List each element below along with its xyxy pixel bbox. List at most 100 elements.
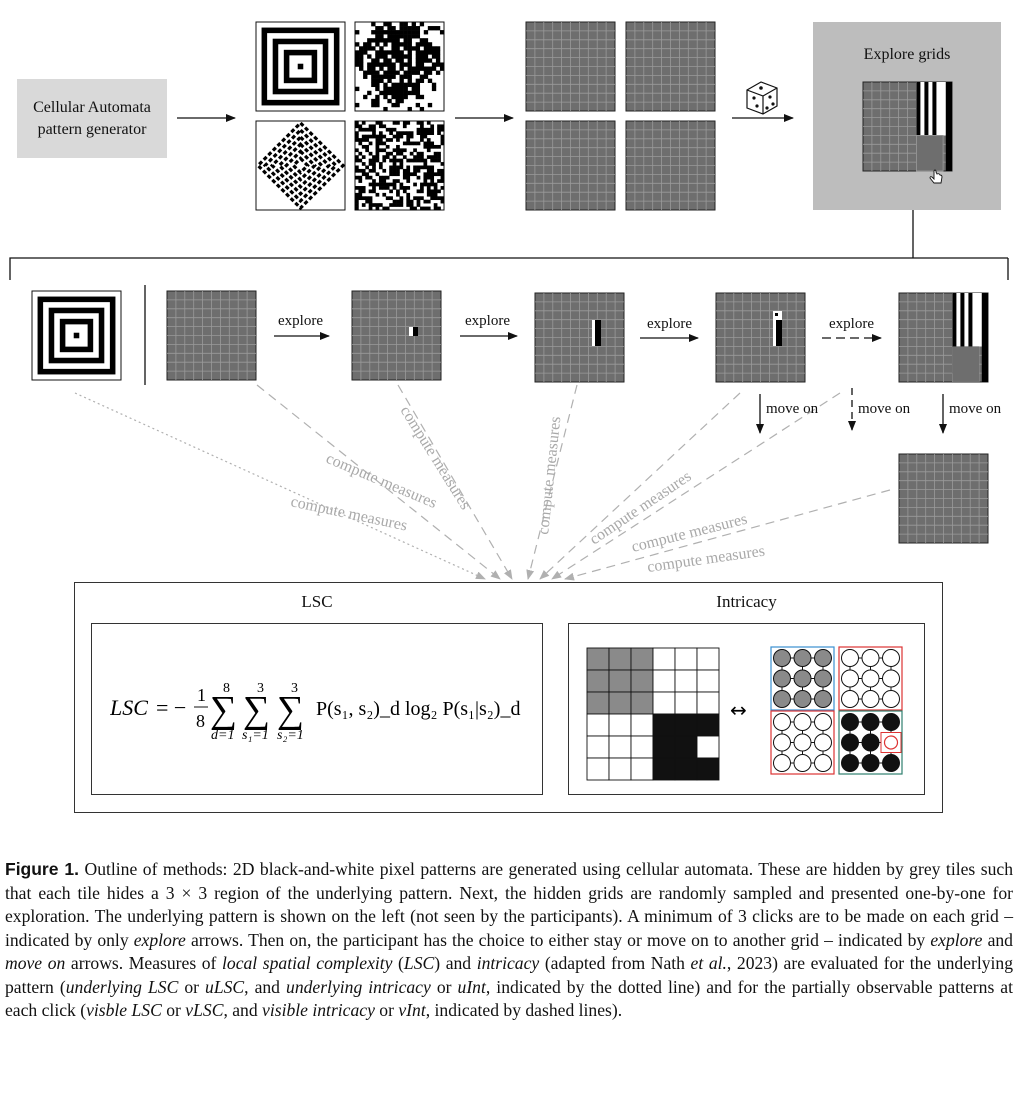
intricacy-cell [696,691,720,715]
intricacy-cell [586,647,610,671]
intricacy-cell [674,713,698,737]
generator-label-line2: pattern generator [37,120,147,138]
intricacy-illustration: ↔ [586,646,903,781]
intricacy-panel [568,623,925,795]
intricacy-cell [696,735,720,759]
sum3-top: 3 [291,681,298,696]
compute-label-2: compute measures [289,493,409,534]
intricacy-cell [630,735,654,759]
explore-panel-grid [862,81,953,172]
ca-pattern-noise [354,120,445,211]
node-cluster-white-top [838,646,903,711]
move-on-label-3: move on [949,401,1002,417]
methods-diagram: compute measures compute measures comput… [9,21,1009,581]
intricacy-cell [586,691,610,715]
row-bracket [9,210,1009,280]
measure-line-6 [564,489,891,581]
grid-step-1 [351,290,442,381]
intricacy-cell [674,647,698,671]
intricacy-cell [674,757,698,781]
explore-grids-title: Explore grids [863,46,951,63]
sum2-bot: s₁=1 [242,728,269,743]
sum1-top: 8 [223,681,230,696]
explore-label-2: explore [465,313,510,329]
measures-box [74,582,943,813]
node-cluster-black [838,710,903,775]
intricacy-cell [652,757,676,781]
svg-text:∑: ∑ [243,689,270,731]
node-cluster-white-bottom [770,710,835,775]
sum3-bot: s₂=1 [277,728,304,743]
grid-step-0 [166,290,257,381]
measure-line-2 [397,384,513,580]
dice-icon [746,81,778,115]
intricacy-cell [608,669,632,693]
revealed-strip [916,82,952,172]
intricacy-cell [630,713,654,737]
intricacy-cell [652,713,676,737]
formula-lhs: LSC [110,695,148,720]
intricacy-cell [630,757,654,781]
intricacy-cell [652,669,676,693]
move-on-label-1: move on [766,401,819,417]
svg-text:∑: ∑ [277,689,304,731]
measure-line-1 [256,384,501,580]
grid-step-2 [534,292,625,383]
intricacy-cell [586,669,610,693]
figure-caption: Figure 1. Outline of methods: 2D black-a… [5,859,1014,1020]
hidden-grid-1 [525,21,616,112]
ca-pattern-blobs [354,21,445,112]
grid-step-3 [715,292,806,383]
hidden-grid-4 [625,120,716,211]
intricacy-title: Intricacy [716,592,777,611]
intricacy-cell [586,735,610,759]
formula-body: P(s₁, s₂)_d log₂ P(s₁|s₂)_d [316,698,520,720]
intricacy-cell [652,647,676,671]
intricacy-cell [674,691,698,715]
intricacy-cell [630,647,654,671]
intricacy-cell [608,713,632,737]
intricacy-cell [696,757,720,781]
cursor-hand-icon [929,169,943,184]
double-arrow-icon: ↔ [730,698,747,722]
intricacy-cell [696,669,720,693]
intricacy-cell [674,735,698,759]
intricacy-cell [608,647,632,671]
ca-pattern-squares [255,21,346,112]
intricacy-cell [630,669,654,693]
underlying-measure-line [74,392,486,580]
compute-label-4: compute measures [535,416,564,536]
underlying-pattern [31,290,122,381]
svg-text:∑: ∑ [210,689,237,731]
measure-line-4 [539,392,741,580]
intricacy-cell [586,713,610,737]
intricacy-cell [652,735,676,759]
intricacy-cell [696,647,720,671]
intricacy-cell [696,713,720,737]
measure-line-3 [526,384,578,580]
sum2-top: 3 [257,681,264,696]
intricacy-cell [652,691,676,715]
grid-step-4 [898,292,989,383]
lsc-panel [91,623,543,795]
formula-frac-den: 8 [196,711,205,731]
hidden-grid-2 [625,21,716,112]
intricacy-cell [630,691,654,715]
intricacy-cell [586,757,610,781]
move-on-label-2: move on [858,401,911,417]
measure-line-5 [551,392,841,580]
intricacy-cell [608,735,632,759]
pattern-generator-box: Cellular Automata pattern generator [17,79,167,158]
lsc-formula: LSC = − 1 8 8 ∑ d=1 3 ∑ s₁=1 3 ∑ s₂=1 P(… [110,681,520,743]
hidden-grid-3 [525,120,616,211]
intricacy-cell [674,669,698,693]
generator-label-line1: Cellular Automata [33,98,151,116]
sum1-bot: d=1 [211,728,234,743]
ca-pattern-diamonds [255,120,346,211]
node-cluster-grey [770,646,835,711]
grid-next [898,453,989,544]
intricacy-cell [608,691,632,715]
explore-label-1: explore [278,313,323,329]
intricacy-cell [608,757,632,781]
explore-label-4: explore [829,316,874,332]
